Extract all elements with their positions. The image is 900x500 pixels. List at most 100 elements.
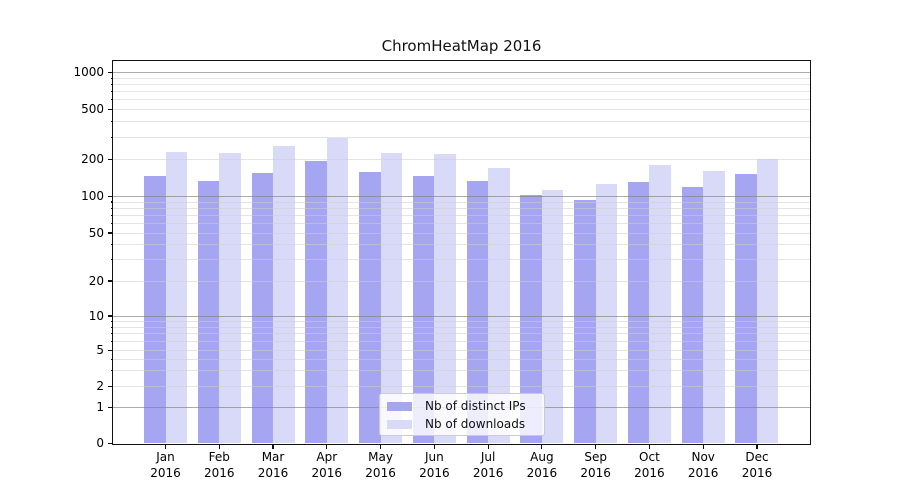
minor-gridline [113,222,810,224]
y-minor-tick [110,259,113,261]
y-minor-tick [110,99,113,101]
bar-nb-of-downloads-aug [541,190,564,444]
bar-nb-of-distinct-ips-aug [520,195,542,444]
bar-nb-of-distinct-ips-dec [735,173,757,444]
y-minor-tick [110,244,113,246]
y-minor-tick [110,214,113,216]
x-tick-label-sep: Sep 2016 [580,450,611,480]
chart-title: ChromHeatMap 2016 [381,37,542,55]
x-tick-label-may: May 2016 [365,450,396,480]
x-tick-label-jun: Jun 2016 [419,450,450,480]
x-tick [379,444,382,449]
minor-gridline [113,386,810,387]
x-tick [595,444,597,449]
legend-swatch-downloads [387,419,412,429]
x-tick-label-dec: Dec 2016 [741,450,773,480]
bar-nb-of-downloads-apr [326,138,349,444]
y-tick [108,108,113,111]
y-tick-label: 2 [96,379,104,393]
y-tick [108,385,113,388]
bar-nb-of-downloads-jun [434,153,456,444]
y-tick [108,232,113,234]
x-tick-label-jan: Jan 2016 [150,450,181,480]
major-gridline [113,196,810,197]
bar-nb-of-distinct-ips-apr [305,161,327,444]
x-tick [433,444,435,449]
bar-nb-of-downloads-nov [703,171,725,444]
y-minor-tick [110,77,113,79]
y-minor-tick [110,340,113,342]
minor-gridline [113,159,810,161]
y-minor-tick [110,83,113,85]
minor-gridline [113,358,810,360]
x-tick-label-oct: Oct 2016 [634,450,665,480]
y-tick [108,315,113,317]
y-tick-label: 0 [96,436,104,450]
bar-nb-of-downloads-jul [488,168,510,444]
legend-label: Nb of downloads [425,417,526,431]
bar-nb-of-distinct-ips-jul [466,181,489,444]
minor-gridline [113,370,810,372]
y-tick-label: 50 [88,225,104,240]
minor-gridline [113,350,810,351]
y-tick [108,406,113,409]
major-gridline [113,72,810,73]
bar-nb-of-distinct-ips-oct [627,182,650,444]
y-tick [108,159,113,161]
bar-nb-of-distinct-ips-nov [681,186,704,444]
y-tick-label: 20 [88,273,104,288]
minor-gridline [113,207,810,209]
y-minor-tick [110,136,113,139]
minor-gridline [113,232,810,234]
legend-item-distinct-ips: Nb of distinct IPs [387,397,538,415]
y-tick [108,280,113,282]
minor-gridline [113,320,810,322]
x-tick-label-jul: Jul 2016 [472,450,504,480]
y-minor-tick [110,222,113,224]
y-minor-tick [110,121,113,123]
minor-gridline [113,214,810,216]
bar-nb-of-downloads-sep [595,183,618,444]
minor-gridline [113,91,810,93]
minor-gridline [113,121,810,123]
bar-nb-of-downloads-dec [756,159,779,444]
bar-nb-of-downloads-oct [649,165,671,444]
y-minor-tick [110,201,113,203]
x-tick [756,444,758,449]
y-tick [108,442,113,445]
bar-nb-of-distinct-ips-jun [412,175,435,444]
y-minor-tick [110,320,113,322]
y-tick [108,349,113,352]
y-tick-label: 100 [81,189,104,203]
minor-gridline [113,201,810,203]
minor-gridline [113,83,810,85]
x-tick-label-feb: Feb 2016 [203,450,235,480]
y-minor-tick [110,207,113,209]
legend-item-downloads: Nb of downloads [387,415,538,433]
plot-area [112,60,811,445]
x-tick [541,444,543,449]
x-tick [164,444,167,449]
y-tick-label: 500 [81,102,104,116]
bar-nb-of-downloads-mar [273,145,295,444]
minor-gridline [113,77,810,79]
y-minor-tick [110,369,113,372]
x-tick [272,444,274,449]
grid-layer [113,61,810,444]
x-tick-label-aug: Aug 2016 [526,450,558,480]
legend-swatch-distinct-ips [387,401,412,411]
bars-layer [113,61,810,444]
minor-gridline [113,326,810,328]
x-tick [648,444,651,449]
minor-gridline [113,109,810,110]
y-minor-tick [110,358,113,360]
y-tick [108,71,113,74]
x-tick-label-mar: Mar 2016 [257,450,289,480]
y-tick-label: 5 [96,343,104,357]
legend: Nb of distinct IPs Nb of downloads [379,393,545,436]
x-tick-label-apr: Apr 2016 [311,450,343,480]
minor-gridline [113,99,810,101]
bar-nb-of-distinct-ips-jan [144,176,166,444]
x-tick [487,444,489,449]
y-tick-label: 10 [88,308,104,323]
